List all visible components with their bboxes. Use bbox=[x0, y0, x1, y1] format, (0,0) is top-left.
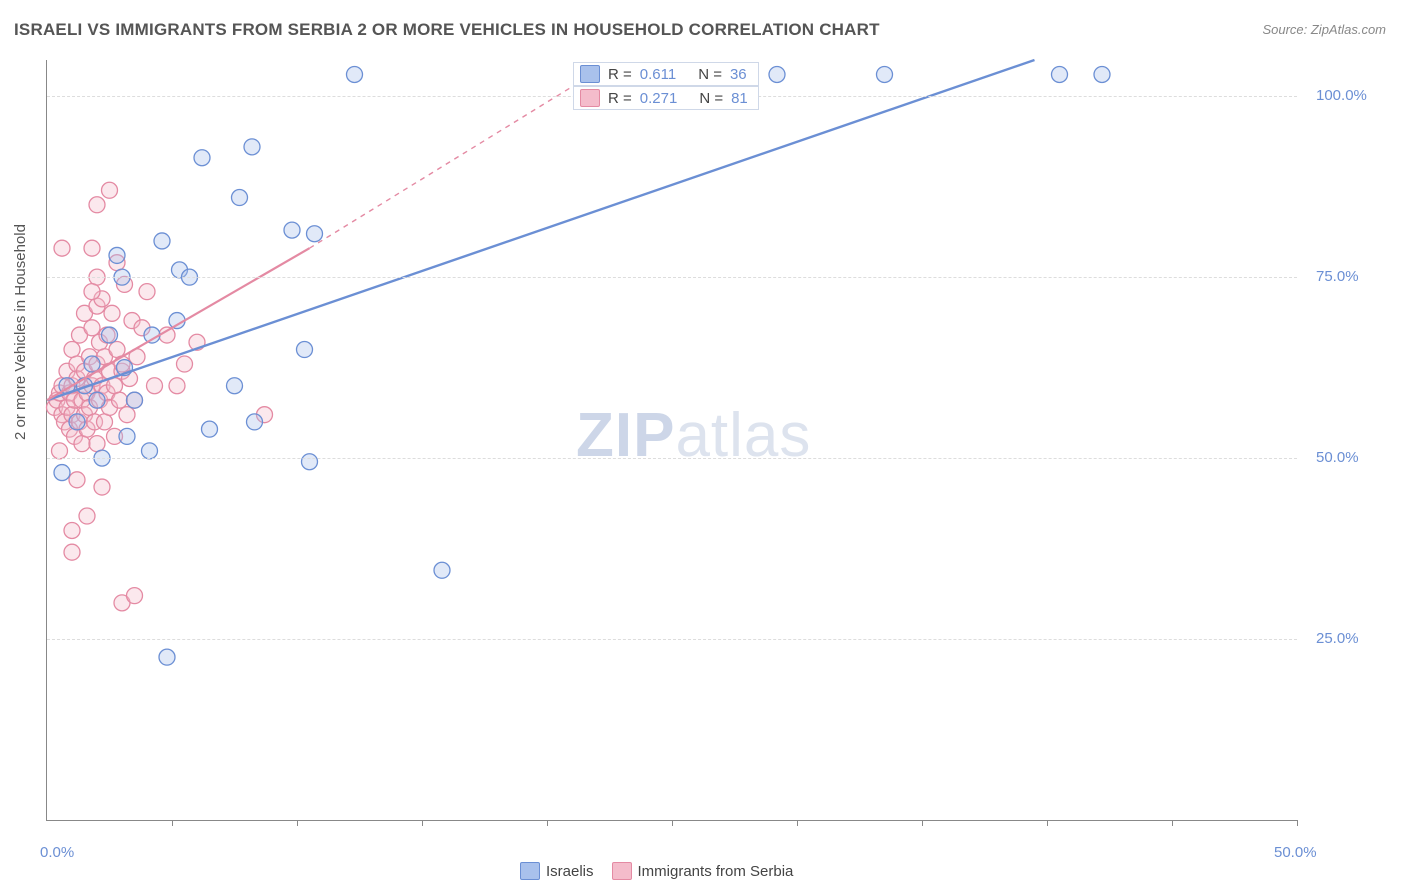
bottom-legend-item-israelis: Israelis bbox=[520, 862, 594, 880]
scatter-point bbox=[297, 342, 313, 358]
scatter-point bbox=[307, 226, 323, 242]
trend-line bbox=[47, 60, 1035, 400]
top-legend-row-serbia: R = 0.271 N = 81 bbox=[573, 86, 759, 110]
swatch-serbia bbox=[612, 862, 632, 880]
scatter-point bbox=[169, 378, 185, 394]
legend-N-value: 36 bbox=[730, 66, 747, 83]
scatter-point bbox=[102, 182, 118, 198]
y-tick-label: 75.0% bbox=[1316, 268, 1359, 285]
scatter-point bbox=[94, 479, 110, 495]
scatter-point bbox=[142, 443, 158, 459]
scatter-point bbox=[109, 247, 125, 263]
scatter-point bbox=[89, 392, 105, 408]
scatter-point bbox=[74, 436, 90, 452]
scatter-point bbox=[127, 392, 143, 408]
legend-R-value: 0.271 bbox=[640, 90, 678, 107]
y-tick-label: 25.0% bbox=[1316, 630, 1359, 647]
x-tick bbox=[1297, 820, 1298, 826]
scatter-point bbox=[194, 150, 210, 166]
x-axis-label-left: 0.0% bbox=[40, 844, 74, 861]
scatter-point bbox=[109, 342, 125, 358]
scatter-point bbox=[154, 233, 170, 249]
scatter-point bbox=[84, 320, 100, 336]
scatter-point bbox=[347, 66, 363, 82]
bottom-legend: Israelis Immigrants from Serbia bbox=[520, 862, 793, 880]
x-tick bbox=[422, 820, 423, 826]
scatter-point bbox=[877, 66, 893, 82]
gridline-h bbox=[47, 639, 1297, 640]
x-tick bbox=[297, 820, 298, 826]
y-tick-label: 50.0% bbox=[1316, 449, 1359, 466]
x-tick bbox=[672, 820, 673, 826]
legend-N-label: N = bbox=[698, 66, 722, 83]
scatter-point bbox=[89, 197, 105, 213]
scatter-point bbox=[84, 240, 100, 256]
swatch-serbia bbox=[580, 89, 600, 107]
trend-line bbox=[310, 74, 593, 248]
scatter-point bbox=[147, 378, 163, 394]
y-axis-title: 2 or more Vehicles in Household bbox=[12, 224, 29, 440]
scatter-point bbox=[69, 472, 85, 488]
scatter-point bbox=[139, 284, 155, 300]
scatter-point bbox=[54, 465, 70, 481]
bottom-legend-item-serbia: Immigrants from Serbia bbox=[612, 862, 794, 880]
legend-N-label: N = bbox=[699, 90, 723, 107]
swatch-israelis bbox=[580, 65, 600, 83]
swatch-israelis bbox=[520, 862, 540, 880]
legend-R-label: R = bbox=[608, 90, 632, 107]
bottom-legend-label: Immigrants from Serbia bbox=[638, 863, 794, 880]
scatter-point bbox=[79, 508, 95, 524]
gridline-h bbox=[47, 458, 1297, 459]
scatter-point bbox=[119, 428, 135, 444]
scatter-point bbox=[227, 378, 243, 394]
scatter-point bbox=[84, 284, 100, 300]
scatter-point bbox=[1094, 66, 1110, 82]
legend-R-label: R = bbox=[608, 66, 632, 83]
scatter-point bbox=[112, 392, 128, 408]
scatter-point bbox=[64, 522, 80, 538]
chart-svg bbox=[47, 60, 1297, 820]
x-tick bbox=[1172, 820, 1173, 826]
scatter-point bbox=[1052, 66, 1068, 82]
chart-title: ISRAELI VS IMMIGRANTS FROM SERBIA 2 OR M… bbox=[14, 20, 880, 40]
plot-area: ZIPatlas bbox=[46, 60, 1297, 821]
x-axis-label-right: 50.0% bbox=[1274, 844, 1317, 861]
scatter-point bbox=[244, 139, 260, 155]
x-tick bbox=[1047, 820, 1048, 826]
x-tick bbox=[172, 820, 173, 826]
scatter-point bbox=[52, 443, 68, 459]
scatter-point bbox=[69, 414, 85, 430]
scatter-point bbox=[104, 305, 120, 321]
scatter-point bbox=[97, 414, 113, 430]
scatter-point bbox=[769, 66, 785, 82]
scatter-point bbox=[127, 588, 143, 604]
scatter-point bbox=[177, 356, 193, 372]
scatter-point bbox=[64, 544, 80, 560]
scatter-point bbox=[434, 562, 450, 578]
scatter-point bbox=[64, 342, 80, 358]
scatter-point bbox=[302, 454, 318, 470]
scatter-point bbox=[84, 356, 100, 372]
scatter-point bbox=[54, 240, 70, 256]
gridline-h bbox=[47, 277, 1297, 278]
x-tick bbox=[547, 820, 548, 826]
scatter-point bbox=[102, 327, 118, 343]
top-legend-row-israelis: R = 0.611 N = 36 bbox=[573, 62, 759, 86]
bottom-legend-label: Israelis bbox=[546, 863, 594, 880]
x-tick bbox=[922, 820, 923, 826]
scatter-point bbox=[284, 222, 300, 238]
x-tick bbox=[797, 820, 798, 826]
scatter-point bbox=[119, 407, 135, 423]
scatter-point bbox=[89, 436, 105, 452]
legend-R-value: 0.611 bbox=[640, 66, 676, 83]
scatter-point bbox=[202, 421, 218, 437]
scatter-point bbox=[159, 649, 175, 665]
source-label: Source: ZipAtlas.com bbox=[1262, 22, 1386, 37]
legend-N-value: 81 bbox=[731, 90, 748, 107]
top-legend: R = 0.611 N = 36 R = 0.271 N = 81 bbox=[573, 62, 759, 110]
scatter-point bbox=[247, 414, 263, 430]
scatter-point bbox=[232, 190, 248, 206]
y-tick-label: 100.0% bbox=[1316, 87, 1367, 104]
